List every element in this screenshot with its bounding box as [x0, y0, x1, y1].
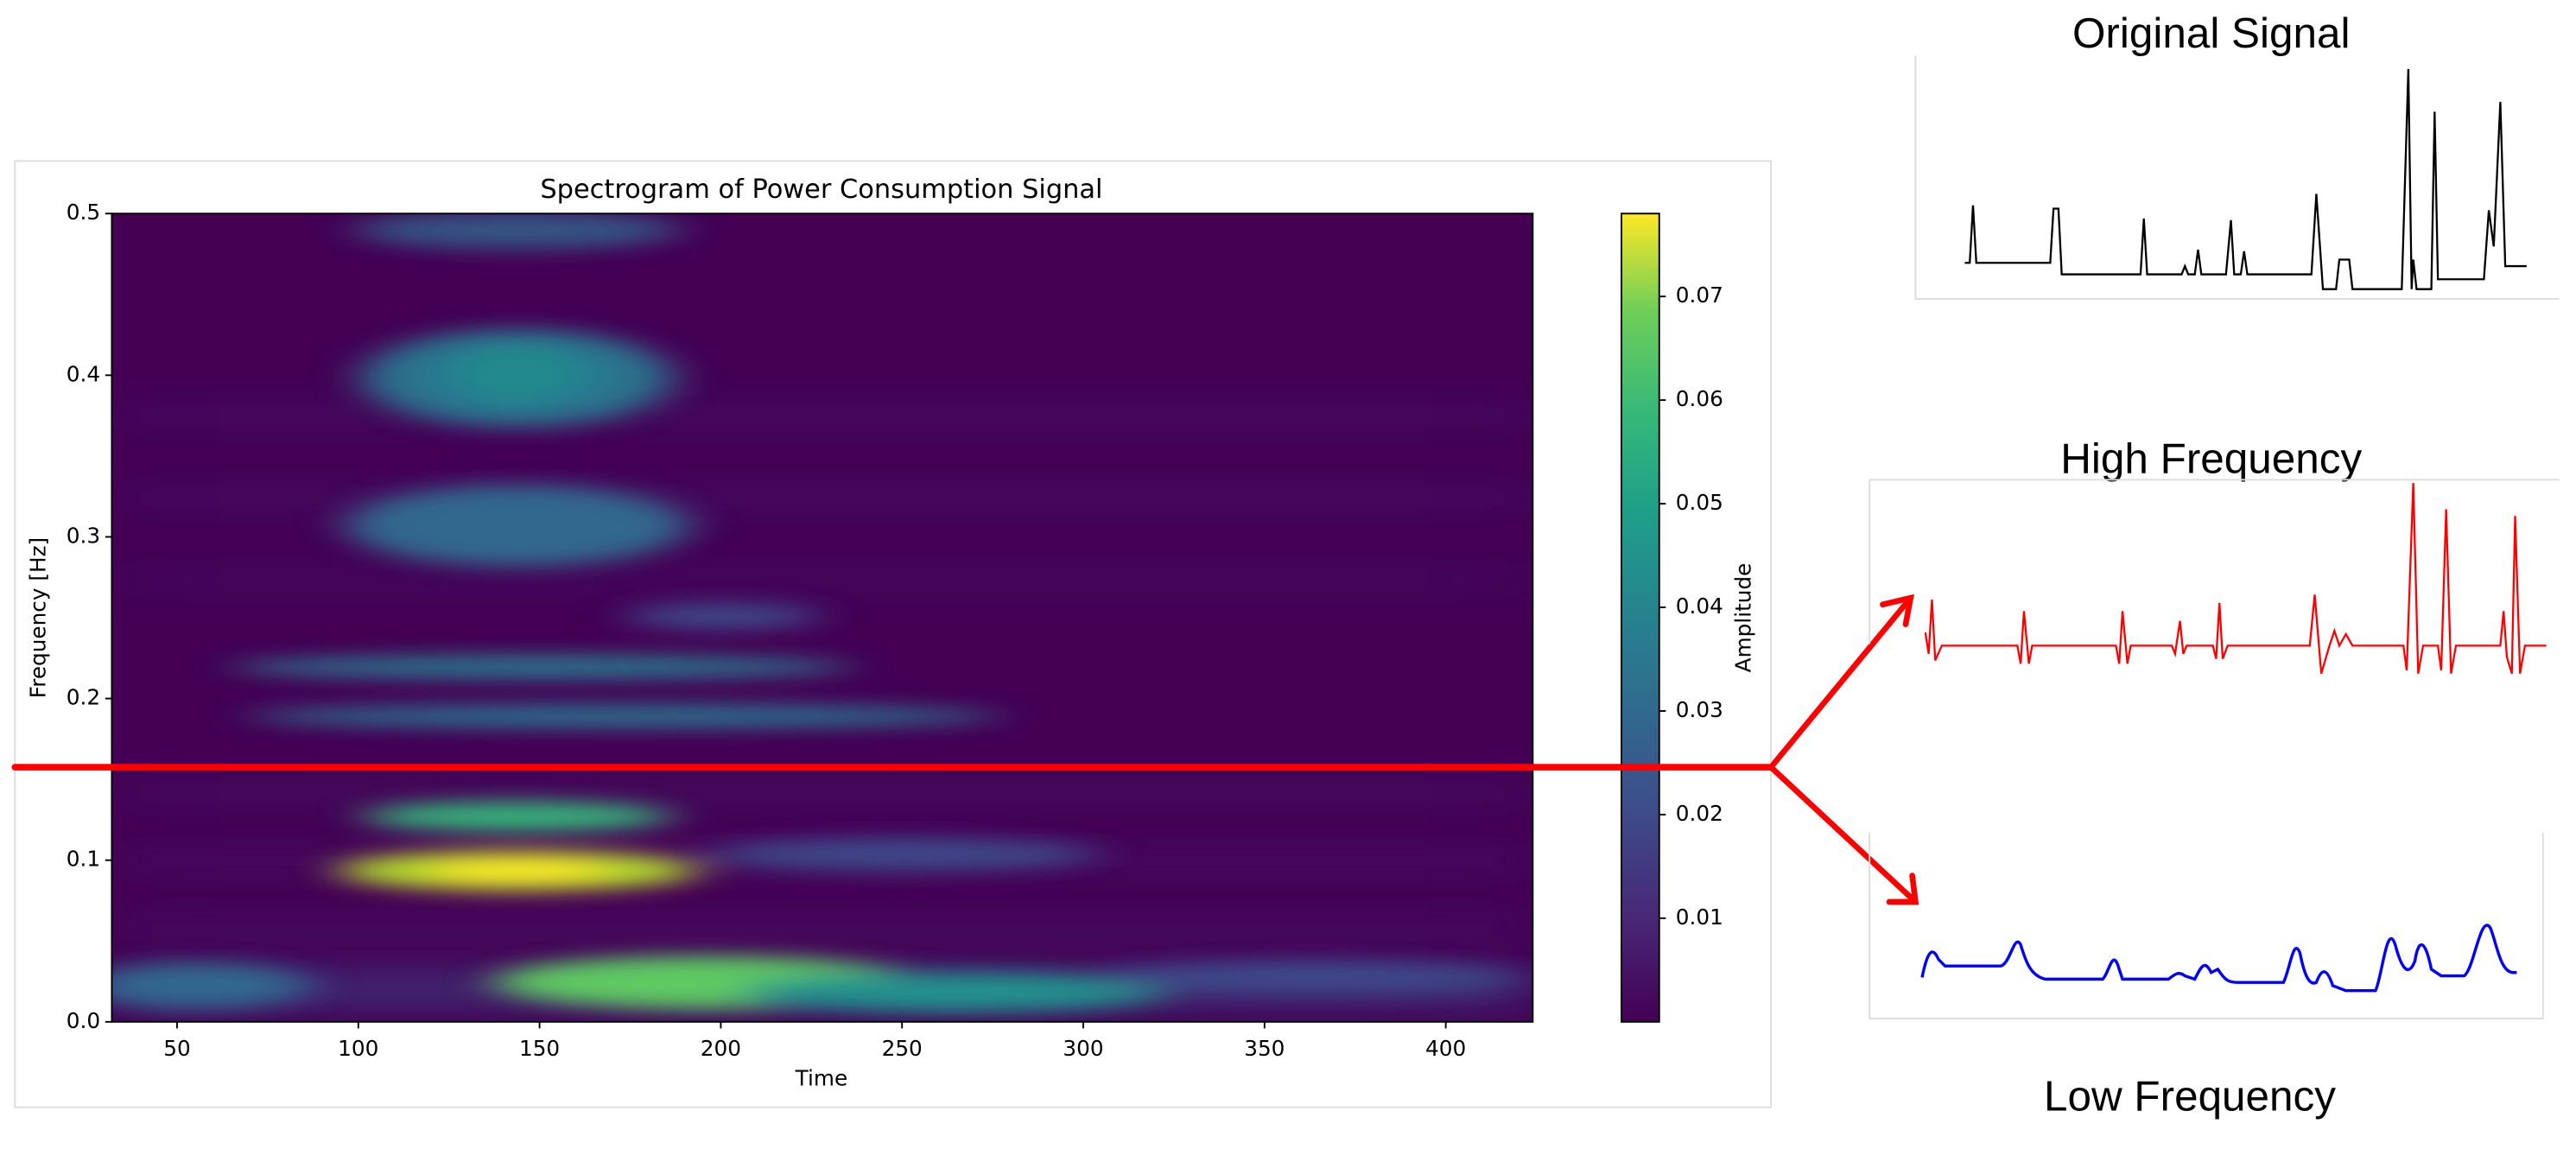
y-tick-label: 0.2 [67, 685, 100, 710]
x-tick-label: 250 [882, 1036, 923, 1061]
y-tick-label: 0.1 [67, 847, 100, 872]
colorbar-tick-label: 0.04 [1676, 594, 1723, 619]
panel-title: High Frequency [2060, 435, 2362, 482]
colorbar [1621, 213, 1660, 1023]
split-arrow [11, 594, 1919, 905]
plot-border [111, 213, 1534, 1023]
spectrogram-image [111, 213, 1533, 1022]
x-tick-label: 300 [1063, 1036, 1103, 1061]
x-axis-label: Time [795, 1065, 848, 1090]
y-axis-label: Frequency [Hz] [26, 537, 51, 698]
colorbar-tick-label: 0.06 [1676, 386, 1723, 411]
x-tick-label: 100 [338, 1036, 378, 1061]
panel-frame [1914, 55, 2560, 301]
colorbar-tick-label: 0.07 [1676, 282, 1723, 308]
panel-frame [1869, 833, 2544, 1019]
panel-title: Low Frequency [2044, 1072, 2336, 1120]
chart-title: Spectrogram of Power Consumption Signal [540, 175, 1102, 205]
original-signal [1964, 68, 2527, 290]
high-frequency-signal [1924, 483, 2547, 674]
y-tick-label: 0.3 [67, 523, 100, 548]
colorbar-tick-label: 0.05 [1676, 490, 1723, 515]
colorbar-tick-label: 0.02 [1676, 801, 1723, 826]
colorbar-label: Amplitude [1731, 563, 1756, 673]
x-tick-label: 350 [1244, 1036, 1285, 1061]
y-tick-label: 0.4 [67, 361, 100, 386]
y-tick-label: 0.5 [67, 200, 100, 225]
x-tick-label: 400 [1425, 1036, 1466, 1061]
low-frequency-signal [1920, 924, 2517, 993]
x-tick-label: 150 [519, 1036, 560, 1061]
frame [14, 160, 1773, 1108]
x-tick-label: 50 [163, 1036, 190, 1061]
colorbar-tick-label: 0.01 [1676, 905, 1723, 930]
colorbar-tick-label: 0.03 [1676, 697, 1723, 722]
panel-title: Original Signal [2072, 10, 2351, 57]
x-tick-label: 200 [701, 1036, 741, 1061]
y-tick-label: 0.0 [67, 1008, 100, 1033]
